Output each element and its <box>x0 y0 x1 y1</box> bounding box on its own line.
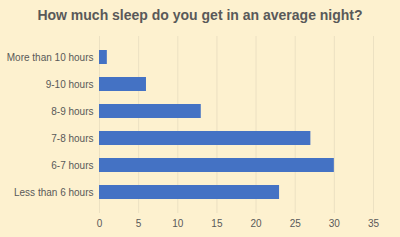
svg-text:0: 0 <box>97 218 103 229</box>
svg-text:15: 15 <box>211 218 223 229</box>
html-text:How much sleep do you get in a: How much sleep do you get in an average … <box>37 7 363 23</box>
svg-text:25: 25 <box>290 218 302 229</box>
svg-text:More than 10 hours: More than 10 hours <box>7 52 94 63</box>
svg-text:Less than 6 hours: Less than 6 hours <box>14 187 94 198</box>
svg-text:7-8 hours: 7-8 hours <box>51 133 93 144</box>
svg-text:10: 10 <box>172 218 184 229</box>
svg-text:20: 20 <box>251 218 263 229</box>
svg-text:9-10 hours: 9-10 hours <box>46 79 94 90</box>
svg-text:35: 35 <box>368 218 380 229</box>
svg-text:30: 30 <box>329 218 341 229</box>
svg-text:6-7 hours: 6-7 hours <box>51 160 93 171</box>
svg-text:5: 5 <box>136 218 142 229</box>
svg-text:8-9 hours: 8-9 hours <box>51 106 93 117</box>
